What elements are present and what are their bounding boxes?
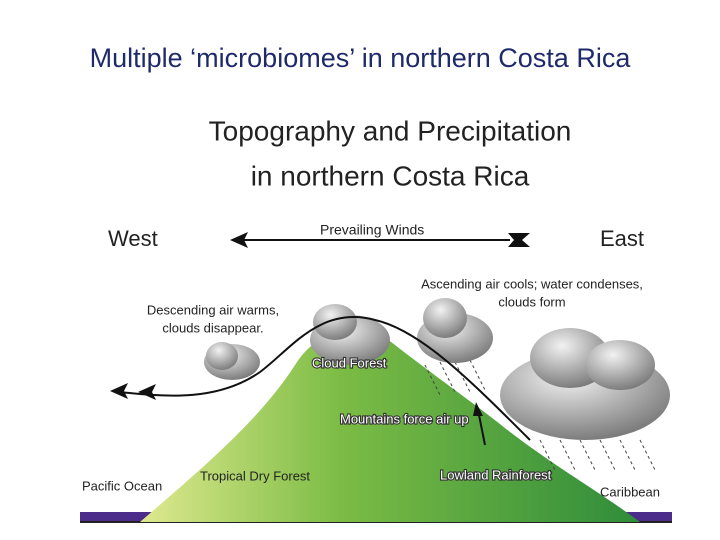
- arrow-head: [110, 383, 156, 400]
- east-label: East: [600, 226, 644, 251]
- diagram-title: Topography and Precipitation: [209, 115, 572, 146]
- slide-title: Multiple ‘microbiomes’ in northern Costa…: [90, 43, 632, 73]
- arrow-head: [473, 402, 483, 416]
- pacific-label: Pacific Ocean: [82, 478, 162, 493]
- caribbean-label: Caribbean: [600, 484, 660, 499]
- descending-label: Descending air warms,: [147, 302, 279, 317]
- west-label: West: [108, 226, 158, 251]
- dry-forest-label: Tropical Dry Forest: [200, 468, 310, 483]
- arrow-tail: [508, 233, 530, 247]
- arrow-head: [230, 232, 248, 248]
- winds-label: Prevailing Winds: [320, 222, 424, 238]
- ascending-label: clouds form: [498, 294, 565, 309]
- mountains-label: Mountains force air up: [340, 411, 469, 426]
- mountain: [140, 329, 640, 522]
- descending-label: clouds disappear.: [162, 320, 263, 335]
- airflow-arrow: [119, 316, 531, 441]
- cloud-forest-label: Cloud Forest: [312, 355, 387, 370]
- ascending-label: Ascending air cools; water condenses,: [421, 276, 643, 291]
- diagram-title: in northern Costa Rica: [251, 160, 530, 191]
- cloud: [204, 298, 670, 440]
- rainforest-label: Lowland Rainforest: [440, 467, 552, 482]
